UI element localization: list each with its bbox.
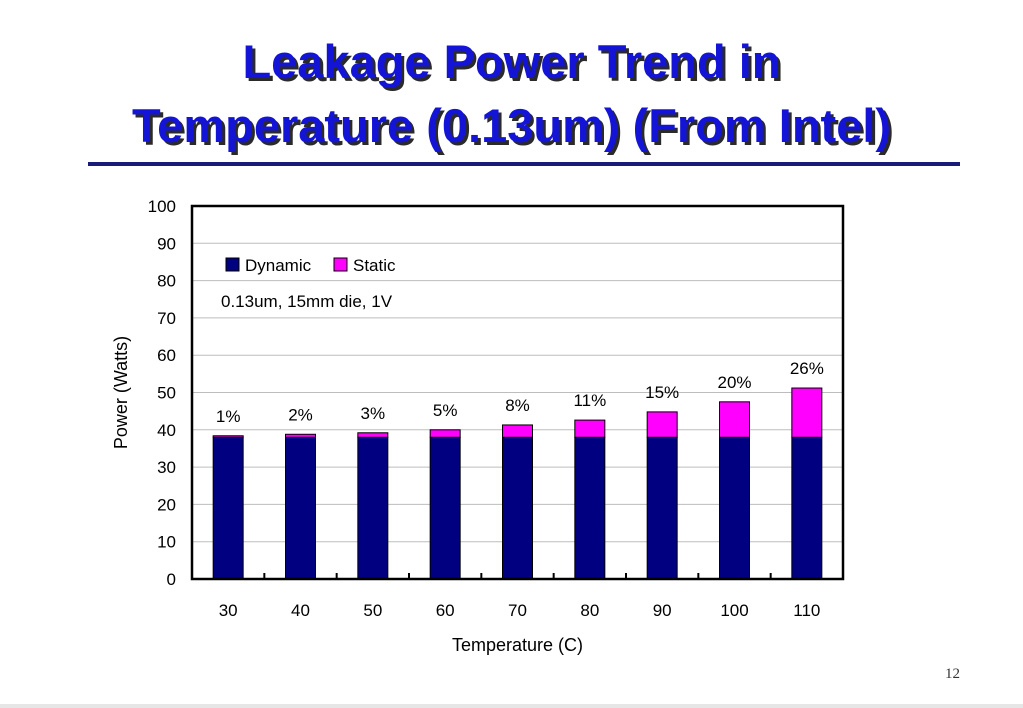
x-tick-label: 40 bbox=[291, 601, 310, 620]
bar-dynamic bbox=[429, 436, 461, 580]
y-tick-label: 10 bbox=[157, 533, 176, 552]
data-label: 26% bbox=[790, 359, 824, 378]
data-label: 1% bbox=[216, 407, 241, 426]
bar-dynamic bbox=[719, 436, 750, 580]
y-tick-label: 80 bbox=[157, 272, 176, 291]
data-label: 11% bbox=[573, 391, 606, 410]
x-axis-title: Temperature (C) bbox=[452, 635, 583, 655]
bar-dynamic bbox=[791, 436, 823, 580]
bar-dynamic bbox=[212, 436, 244, 580]
bar-dynamic bbox=[285, 436, 316, 580]
y-tick-label: 100 bbox=[148, 197, 176, 216]
y-tick-label: 90 bbox=[157, 234, 176, 253]
slide-title-line-2: Temperature (0.13um) (From Intel) bbox=[131, 99, 892, 152]
bar-static bbox=[719, 401, 750, 438]
x-tick-label: 60 bbox=[436, 601, 455, 620]
slide-title-line-1: Leakage Power Trend in bbox=[242, 35, 781, 88]
bar-dynamic bbox=[502, 436, 533, 580]
y-tick-label: 60 bbox=[157, 346, 176, 365]
data-label: 2% bbox=[288, 405, 313, 424]
bar-dynamic bbox=[357, 436, 389, 580]
bar-static bbox=[285, 433, 316, 438]
legend-swatch-dynamic bbox=[225, 257, 240, 272]
x-tick-label: 80 bbox=[580, 601, 599, 620]
data-label: 8% bbox=[505, 396, 530, 415]
x-tick-label: 90 bbox=[653, 601, 672, 620]
title-underline bbox=[88, 162, 960, 166]
bar-static bbox=[574, 419, 606, 438]
y-tick-label: 0 bbox=[167, 570, 176, 589]
x-tick-label: 100 bbox=[720, 601, 748, 620]
bar-static bbox=[212, 435, 244, 438]
bar-dynamic bbox=[646, 436, 678, 580]
bar-static bbox=[357, 432, 389, 438]
y-tick-label: 50 bbox=[157, 384, 176, 403]
bar-static bbox=[646, 411, 678, 438]
x-tick-label: 110 bbox=[793, 601, 820, 620]
bar-dynamic bbox=[574, 436, 606, 580]
bar-static bbox=[502, 424, 533, 438]
data-label: 15% bbox=[645, 383, 679, 402]
legend-swatch-static bbox=[333, 257, 348, 272]
y-tick-label: 20 bbox=[157, 495, 176, 514]
data-label: 5% bbox=[433, 401, 458, 420]
data-label: 20% bbox=[717, 373, 751, 392]
x-tick-label: 30 bbox=[219, 601, 238, 620]
page-number: 12 bbox=[945, 666, 960, 682]
bar-static bbox=[791, 387, 823, 438]
bar-static bbox=[429, 429, 461, 438]
y-axis-title: Power (Watts) bbox=[111, 336, 131, 449]
chart-annotation: 0.13um, 15mm die, 1V bbox=[221, 292, 393, 311]
x-tick-label: 70 bbox=[508, 601, 527, 620]
legend-label-static: Static bbox=[353, 256, 396, 275]
x-tick-label: 50 bbox=[363, 601, 382, 620]
plot-area-border bbox=[190, 204, 845, 581]
legend-label-dynamic: Dynamic bbox=[245, 256, 312, 275]
y-tick-label: 70 bbox=[157, 309, 176, 328]
footer-rule bbox=[0, 704, 1023, 708]
data-label: 3% bbox=[361, 404, 386, 423]
y-tick-label: 40 bbox=[157, 421, 176, 440]
y-tick-label: 30 bbox=[157, 458, 176, 477]
